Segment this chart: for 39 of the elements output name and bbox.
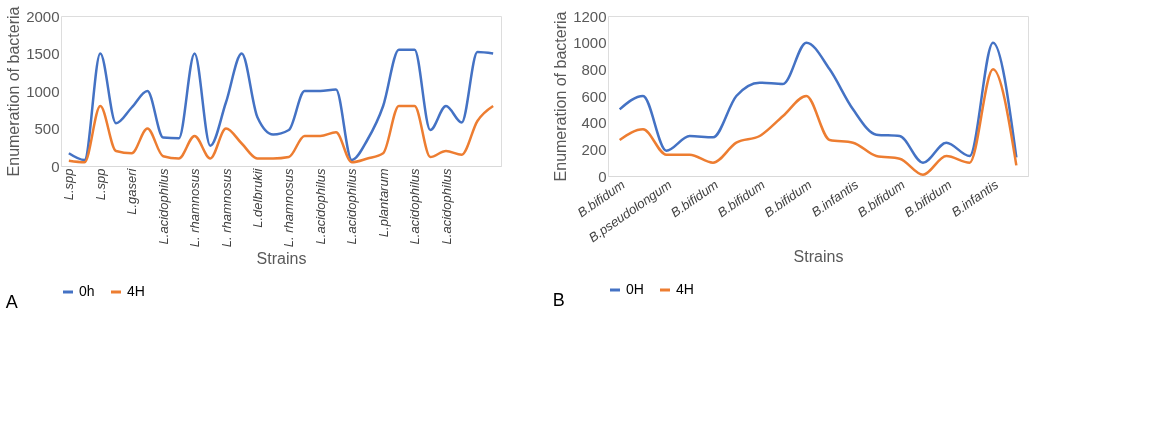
y-axis-title: Enumeration of bacteria: [5, 6, 23, 177]
y-axis-title: Enumeration of bacteria: [552, 11, 570, 182]
x-tick-label: L.acidophilus: [438, 168, 454, 245]
text: B: [552, 290, 565, 310]
x-tick-label: L.acidophilus: [155, 168, 171, 245]
x-tick-label: L.delbrukii: [249, 167, 265, 228]
x-tick-label: L.acidophilus: [344, 168, 360, 245]
line-series: [618, 41, 1018, 164]
y-tick-label: 1000: [573, 34, 607, 52]
y-tick-label: 400: [581, 114, 607, 132]
legend-label: 4H: [127, 283, 145, 299]
line-series: [618, 68, 1018, 176]
y-tick-label: 200: [581, 140, 607, 158]
y-tick-label: 0: [598, 167, 607, 185]
y-tick-label: 1000: [26, 82, 60, 100]
y-tick-label: 1200: [573, 7, 607, 25]
y-tick-label: 0: [51, 157, 60, 175]
y-tick-label: 800: [581, 60, 607, 78]
x-tick-label: L.spp: [61, 168, 77, 201]
y-tick-label: 600: [581, 87, 607, 105]
y-tick-label: 1500: [26, 45, 60, 62]
text: A: [5, 292, 18, 312]
x-tick-label: L. rhamnosus: [187, 168, 203, 248]
x-tick-label: L. rhamnosus: [281, 168, 297, 248]
x-tick-label: L.gaseri: [124, 167, 140, 215]
legend-label: 4H: [676, 281, 694, 297]
x-tick-label: L.acidophilus: [312, 168, 328, 245]
y-tick-label: 2000: [26, 7, 60, 25]
x-tick-label: L. rhamnosus: [218, 168, 234, 248]
x-tick-label: L.spp: [92, 168, 108, 201]
x-tick-label: L.plantarum: [375, 168, 391, 238]
legend-label: 0H: [626, 281, 644, 297]
line-series: [67, 48, 495, 162]
legend-label: 0h: [79, 283, 95, 299]
x-tick-label: L.acidophilus: [407, 168, 423, 245]
x-axis-title: Strains: [256, 250, 307, 268]
y-tick-label: 500: [34, 120, 60, 137]
x-axis-title: Strains: [793, 248, 844, 266]
line-series: [67, 104, 495, 164]
